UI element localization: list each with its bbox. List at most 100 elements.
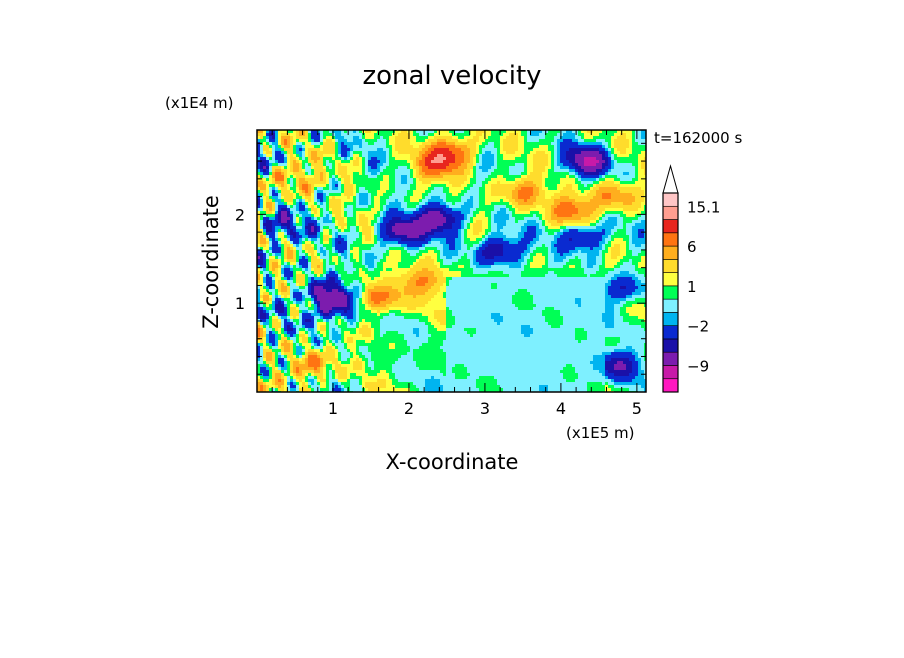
field-cell xyxy=(272,232,275,235)
field-cell xyxy=(500,133,503,136)
field-cell xyxy=(497,169,500,172)
field-cell xyxy=(461,175,464,178)
field-cell xyxy=(566,151,569,154)
field-cell xyxy=(332,226,335,229)
field-cell xyxy=(356,202,359,205)
field-cell xyxy=(506,178,509,181)
field-cell xyxy=(326,175,329,178)
field-cell xyxy=(632,202,635,205)
field-cell xyxy=(524,208,527,211)
field-cell xyxy=(305,223,308,226)
field-cell xyxy=(353,133,356,136)
field-cell xyxy=(410,148,413,151)
field-cell xyxy=(617,181,620,184)
field-cell xyxy=(545,241,548,244)
field-cell xyxy=(332,139,335,142)
field-cell xyxy=(293,190,296,193)
field-cell xyxy=(578,178,581,181)
field-cell xyxy=(272,136,275,139)
field-cell xyxy=(329,145,332,148)
field-cell xyxy=(596,199,599,202)
field-cell xyxy=(281,220,284,223)
field-cell xyxy=(506,232,509,235)
field-cell xyxy=(485,190,488,193)
field-cell xyxy=(515,157,518,160)
field-cell xyxy=(485,208,488,211)
field-cell xyxy=(473,160,476,163)
field-cell xyxy=(566,169,569,172)
field-cell xyxy=(635,151,638,154)
field-cell xyxy=(416,217,419,220)
field-cell xyxy=(266,181,269,184)
field-cell xyxy=(482,190,485,193)
field-cell xyxy=(272,220,275,223)
field-cell xyxy=(395,214,398,217)
field-cell xyxy=(572,178,575,181)
field-cell xyxy=(506,154,509,157)
field-cell xyxy=(638,187,641,190)
field-cell xyxy=(428,133,431,136)
field-cell xyxy=(434,142,437,145)
field-cell xyxy=(281,211,284,214)
field-cell xyxy=(371,130,374,133)
field-cell xyxy=(398,178,401,181)
field-cell xyxy=(266,232,269,235)
field-cell xyxy=(410,184,413,187)
field-cell xyxy=(281,157,284,160)
field-cell xyxy=(479,181,482,184)
field-cell xyxy=(260,199,263,202)
field-cell xyxy=(536,238,539,241)
field-cell xyxy=(596,145,599,148)
field-cell xyxy=(368,199,371,202)
field-cell xyxy=(362,181,365,184)
field-cell xyxy=(344,151,347,154)
field-cell xyxy=(515,232,518,235)
field-cell xyxy=(332,166,335,169)
field-cell xyxy=(341,223,344,226)
field-cell xyxy=(497,241,500,244)
field-cell xyxy=(281,232,284,235)
field-cell xyxy=(404,244,407,247)
field-cell xyxy=(440,148,443,151)
field-cell xyxy=(509,169,512,172)
field-cell xyxy=(350,145,353,148)
field-cell xyxy=(476,166,479,169)
field-cell xyxy=(611,184,614,187)
field-cell xyxy=(599,133,602,136)
field-cell xyxy=(455,208,458,211)
field-cell xyxy=(524,169,527,172)
field-cell xyxy=(491,199,494,202)
field-cell xyxy=(503,196,506,199)
field-cell xyxy=(326,145,329,148)
field-cell xyxy=(365,166,368,169)
field-cell xyxy=(287,166,290,169)
field-cell xyxy=(530,202,533,205)
field-cell xyxy=(479,196,482,199)
field-cell xyxy=(539,211,542,214)
field-cell xyxy=(380,151,383,154)
field-cell xyxy=(533,232,536,235)
field-cell xyxy=(335,190,338,193)
field-cell xyxy=(311,160,314,163)
field-cell xyxy=(326,244,329,247)
field-cell xyxy=(425,175,428,178)
field-cell xyxy=(521,145,524,148)
field-cell xyxy=(497,229,500,232)
field-cell xyxy=(296,154,299,157)
field-cell xyxy=(524,145,527,148)
field-cell xyxy=(545,226,548,229)
field-cell xyxy=(530,229,533,232)
field-cell xyxy=(266,196,269,199)
field-cell xyxy=(431,205,434,208)
field-cell xyxy=(386,241,389,244)
field-cell xyxy=(566,145,569,148)
field-cell xyxy=(275,220,278,223)
field-cell xyxy=(521,175,524,178)
field-cell xyxy=(551,238,554,241)
field-cell xyxy=(626,211,629,214)
field-cell xyxy=(509,214,512,217)
field-cell xyxy=(497,181,500,184)
field-cell xyxy=(548,190,551,193)
field-cell xyxy=(566,241,569,244)
field-cell xyxy=(482,133,485,136)
